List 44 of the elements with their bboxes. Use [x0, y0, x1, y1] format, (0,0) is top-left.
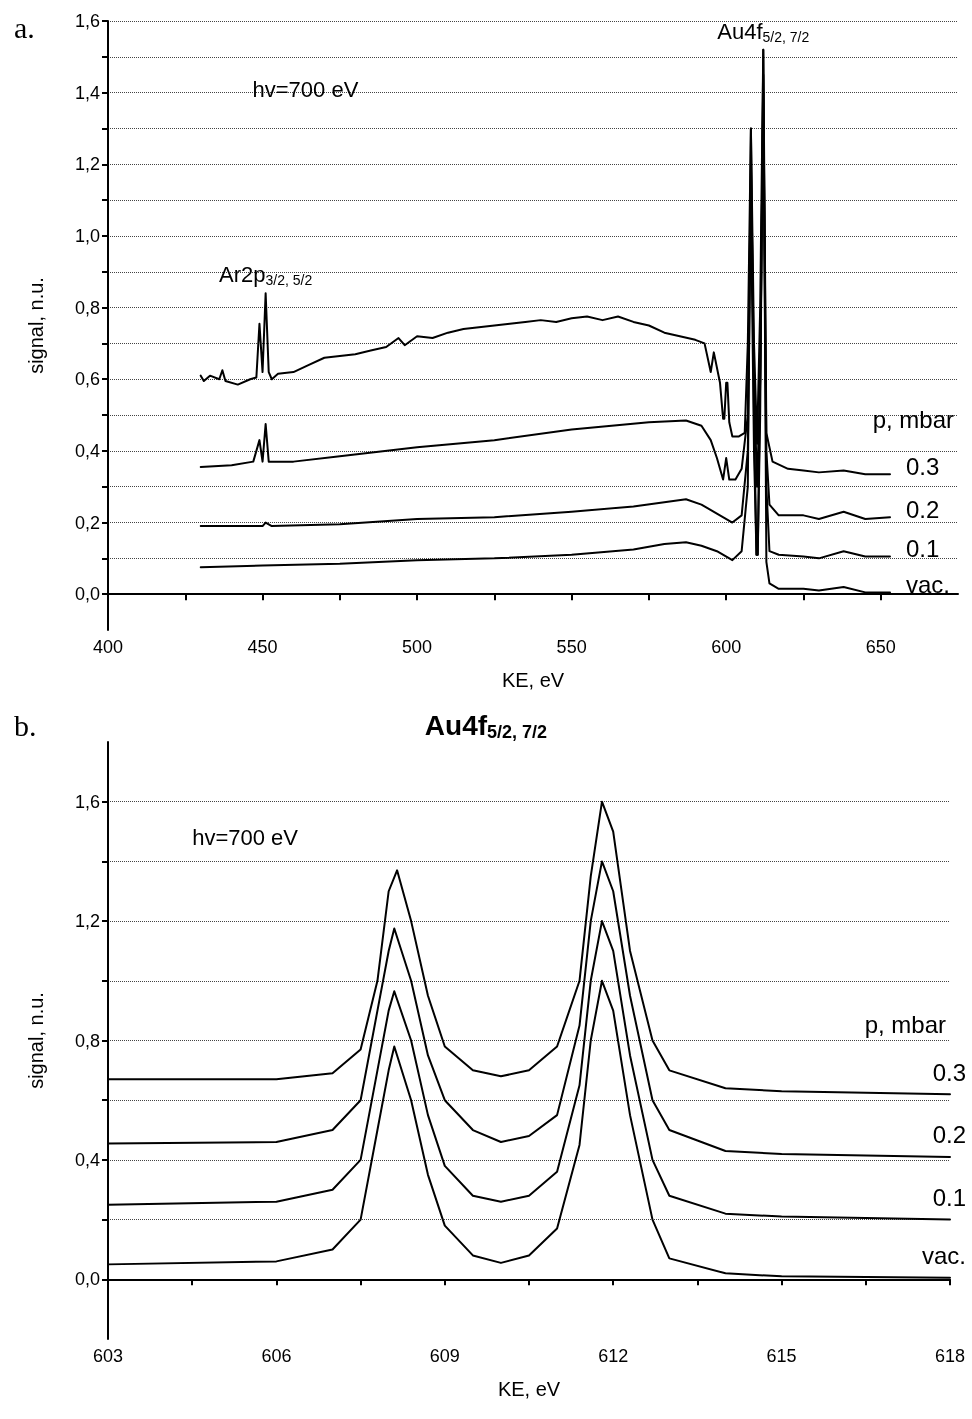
y-tick-label: 0,8 [74, 297, 100, 318]
text: b. [14, 708, 37, 742]
y-tick-label: 1,2 [74, 154, 100, 175]
x-axis-title: KE, eV [497, 1378, 561, 1400]
series-label: 0.3 [906, 452, 940, 480]
series-label: 0.1 [906, 535, 940, 563]
annotation: hv=700 eV [252, 76, 359, 102]
series-label: 0.2 [932, 1121, 966, 1149]
x-tick-label: 400 [92, 637, 124, 657]
x-tick-label: 612 [598, 1346, 629, 1366]
series-label: 0.2 [906, 495, 940, 523]
annotation: hv=700 eV [192, 825, 299, 851]
y-tick-label: 1,2 [74, 911, 100, 932]
series-label: 0.3 [932, 1058, 966, 1086]
y-tick-label: 1,4 [74, 82, 100, 103]
series-label: 0.1 [932, 1184, 966, 1212]
y-tick-label: 0,4 [74, 1149, 100, 1170]
text: a. [14, 10, 35, 44]
x-tick-label: 500 [402, 637, 433, 657]
y-tick-label: 1,6 [74, 791, 100, 812]
x-tick-label: 600 [711, 637, 742, 657]
x-tick-label: 550 [556, 637, 587, 657]
y-tick-label: 0,2 [74, 512, 100, 533]
x-tick-label: 618 [934, 1346, 966, 1366]
y-tick-label: 1,6 [74, 11, 100, 31]
y-tick-label: 0,8 [74, 1030, 100, 1051]
x-tick-label: 603 [92, 1346, 124, 1366]
x-tick-label: 615 [766, 1346, 797, 1366]
series-label: vac. [906, 570, 951, 598]
x-tick-label: 606 [261, 1346, 292, 1366]
y-tick-label: 0,0 [74, 584, 100, 605]
x-tick-label: 450 [247, 637, 278, 657]
y-axis-title: signal, n.u. [25, 992, 47, 1089]
series-label: vac. [921, 1242, 966, 1270]
y-axis-title: signal, n.u. [25, 277, 47, 374]
x-tick-label: 650 [865, 637, 896, 657]
y-tick-label: 0,0 [74, 1269, 100, 1290]
x-axis-title: KE, eV [501, 669, 565, 691]
y-tick-label: 0,6 [74, 369, 100, 390]
legend-title: p, mbar [864, 1010, 946, 1038]
x-tick-label: 609 [429, 1346, 460, 1366]
legend-title: p, mbar [872, 405, 954, 433]
y-tick-label: 1,0 [74, 225, 100, 246]
y-tick-label: 0,4 [74, 440, 100, 461]
